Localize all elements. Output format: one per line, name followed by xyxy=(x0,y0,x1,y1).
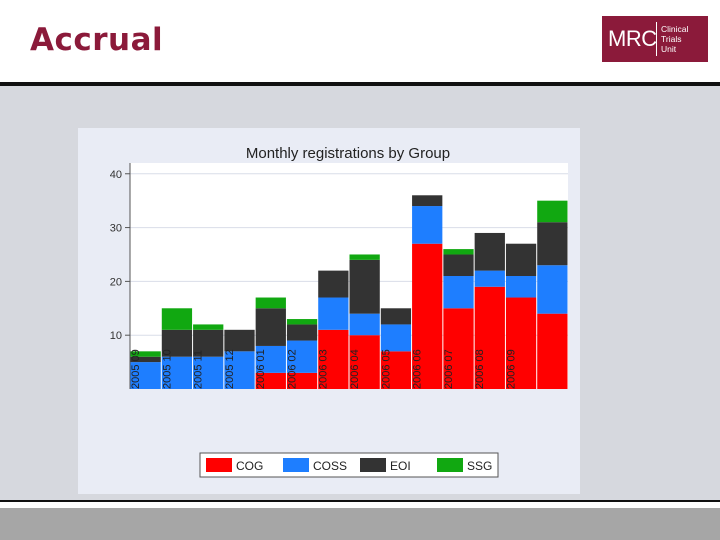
x-tick-label: 2005 11 xyxy=(193,350,205,389)
logo-line-1: Clinical xyxy=(661,24,689,34)
bar-segment-cog xyxy=(537,313,568,389)
x-tick-label: 2006 06 xyxy=(412,349,424,389)
bar-segment-ssg xyxy=(537,200,568,223)
x-tick-label: 2006 08 xyxy=(474,349,486,389)
x-tick-label: 2006 04 xyxy=(349,349,361,389)
legend-swatch-eoi xyxy=(360,458,386,472)
legend-swatch-coss xyxy=(283,458,309,472)
stacked-bar-chart: Monthly registrations by Group 10203040 … xyxy=(110,145,568,478)
bar-segment-coss xyxy=(349,313,380,336)
bar-segment-eoi xyxy=(537,222,568,266)
bar-segment-eoi xyxy=(161,329,193,357)
bar-segment-coss xyxy=(318,297,349,330)
bar-segment-ssg xyxy=(255,297,286,309)
y-tick-label: 30 xyxy=(110,223,122,235)
bar-segment-eoi xyxy=(474,232,505,271)
x-tick-label: 2005 10 xyxy=(161,349,173,389)
bar-segment-eoi xyxy=(255,308,286,346)
y-tick-label: 20 xyxy=(110,276,122,288)
legend-label-cog: COG xyxy=(236,459,263,473)
bar-segment-coss xyxy=(161,356,193,389)
bar-segment-coss xyxy=(474,270,505,287)
bar-segment-coss xyxy=(443,276,474,309)
bar-segment-ssg xyxy=(286,319,318,325)
legend-label-eoi: EOI xyxy=(390,459,411,473)
bar-segment-coss xyxy=(286,340,318,373)
bar-segment-cog xyxy=(474,286,505,389)
chart-panel: Monthly registrations by Group 10 20 30 40 … xyxy=(78,128,580,494)
legend-label-coss: COSS xyxy=(313,459,347,473)
logo-divider xyxy=(656,22,657,56)
bar-segment-eoi xyxy=(380,308,412,325)
logo-mrc-text: MRC xyxy=(608,26,657,51)
bar-segment-cog xyxy=(505,297,537,389)
bar-segment-eoi xyxy=(412,195,443,207)
bar-segment-coss xyxy=(380,324,412,352)
bar-segment-eoi xyxy=(318,270,349,298)
bar-segment-coss xyxy=(412,206,443,244)
bar-segment-eoi xyxy=(224,329,255,352)
x-tick-label: 2006 09 xyxy=(505,349,517,389)
footer-bar xyxy=(0,508,720,540)
bar-segment-coss xyxy=(255,345,286,373)
bar-segment-ssg xyxy=(443,249,474,255)
mrc-logo: MRC Clinical Trials Unit xyxy=(602,16,708,62)
bar-segment-cog xyxy=(443,308,474,389)
legend-swatch-cog xyxy=(206,458,232,472)
x-tick-label: 2006 03 xyxy=(318,349,330,389)
bar-segment-cog xyxy=(412,243,443,389)
bar-segment-cog xyxy=(286,372,318,389)
x-tick-label: 2005 09 xyxy=(130,349,142,389)
bar-segment-eoi xyxy=(286,324,318,341)
bar-segment-coss xyxy=(193,356,224,389)
legend-label-ssg: SSG xyxy=(467,459,492,473)
slide-title: Accrual xyxy=(30,22,164,58)
y-tick-label: 10 xyxy=(110,330,122,342)
bar-segment-cog xyxy=(380,351,412,389)
bar-segment-coss xyxy=(505,276,537,298)
bar-segment-ssg xyxy=(349,254,380,260)
footer-rule xyxy=(0,500,720,502)
logo-line-3: Unit xyxy=(661,44,677,54)
bar-segment-eoi xyxy=(443,254,474,276)
bar-segment-ssg xyxy=(161,308,193,330)
x-tick-label: 2005 12 xyxy=(224,349,236,389)
bar-segment-eoi xyxy=(130,356,161,363)
bar-segment-eoi xyxy=(193,329,224,357)
chart-title: Monthly registrations by Group xyxy=(246,145,450,162)
y-tick-label: 40 xyxy=(110,169,122,181)
bar-segment-ssg xyxy=(193,324,224,330)
x-tick-label: 2006 02 xyxy=(286,349,298,389)
bar-segment-cog xyxy=(255,372,286,389)
bar-segment-cog xyxy=(349,335,380,389)
header-rule xyxy=(0,82,720,86)
bar-segment-eoi xyxy=(505,243,537,276)
x-tick-label: 2006 07 xyxy=(443,349,455,389)
x-tick-label: 2006 05 xyxy=(380,349,392,389)
x-tick-label: 2006 01 xyxy=(255,349,267,389)
logo-subtitle: Clinical Trials Unit xyxy=(661,24,688,54)
bar-segment-eoi xyxy=(349,259,380,314)
bar-segment-coss xyxy=(537,265,568,314)
bar-segment-cog xyxy=(318,329,349,389)
legend-swatch-ssg xyxy=(437,458,463,472)
logo-line-2: Trials xyxy=(661,34,682,44)
bar-segment-ssg xyxy=(130,351,161,357)
bar-segment-coss xyxy=(130,362,161,389)
bar-segment-coss xyxy=(224,351,255,389)
